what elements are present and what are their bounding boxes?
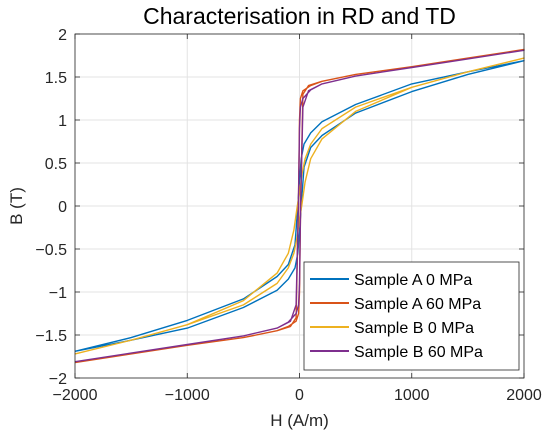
- legend: Sample A 0 MPa Sample A 60 MPa Sample B 0 …: [303, 261, 520, 371]
- legend-items: Sample A 0 MPa Sample A 60 MPa Sample B 0 …: [310, 272, 483, 361]
- legend-label: Sample B 60 MPa: [354, 344, 483, 361]
- legend-label: Sample B 0 MPa: [354, 320, 474, 337]
- y-tick-label: 2: [58, 27, 67, 44]
- legend-label: Sample A 60 MPa: [354, 296, 481, 313]
- chart-title: Characterisation in RD and TD: [143, 3, 456, 29]
- y-tick-label: 1.5: [45, 70, 67, 87]
- y-axis-label: B (T): [7, 187, 26, 225]
- x-tick-label: 2000: [506, 387, 542, 404]
- x-tick-label: −1000: [165, 387, 210, 404]
- y-tick-label: −1.5: [35, 328, 67, 345]
- x-axis-label: H (A/m): [270, 411, 329, 430]
- axis-ticks: −2000 −1000 0 1000 2000 −2 −1.5 −1 −0.5 0 0.5 1 1.5 2: [35, 27, 541, 404]
- y-tick-label: −2: [49, 371, 67, 388]
- y-tick-label: 0.5: [45, 156, 67, 173]
- y-tick-label: −0.5: [35, 242, 67, 259]
- x-tick-label: −2000: [53, 387, 98, 404]
- x-tick-label: 1000: [394, 387, 430, 404]
- y-tick-label: 0: [58, 199, 67, 216]
- legend-label: Sample A 0 MPa: [354, 272, 472, 289]
- x-tick-label: 0: [295, 387, 304, 404]
- y-tick-label: 1: [58, 113, 67, 130]
- y-tick-label: −1: [49, 285, 67, 302]
